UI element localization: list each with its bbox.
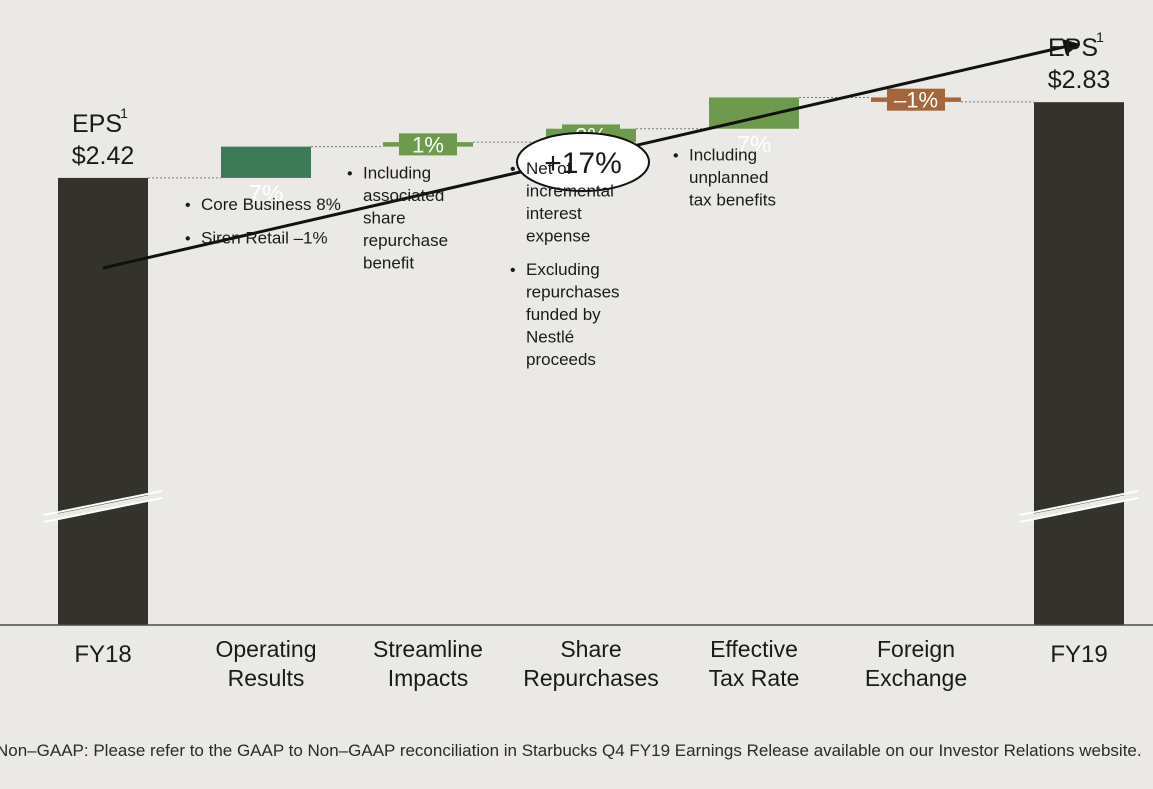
category-label: Share xyxy=(560,636,621,662)
note-text: Excluding xyxy=(526,260,600,279)
bar-fy19 xyxy=(1034,102,1124,625)
footnote: Non–GAAP: Please refer to the GAAP to No… xyxy=(0,741,1142,760)
category-label: Impacts xyxy=(388,665,469,691)
category-label-fy19: FY19 xyxy=(1050,641,1107,668)
note-text: associated xyxy=(363,186,444,205)
category-label: Repurchases xyxy=(523,665,659,691)
bar-value-label-foreign-exchange: –1% xyxy=(894,88,938,113)
category-label-fy18: FY18 xyxy=(74,641,131,668)
note-text: expense xyxy=(526,227,590,246)
axis-break-line xyxy=(43,490,163,516)
note-text: funded by xyxy=(526,305,601,324)
eps-label-fy19: EPS xyxy=(1048,34,1098,62)
eps-label-fy18: EPS xyxy=(72,110,122,138)
bar-value-label-operating-results: 7% xyxy=(249,181,284,208)
axis-break-line xyxy=(1019,490,1139,516)
axis-break-gap xyxy=(1019,492,1139,522)
note-text: interest xyxy=(526,204,582,223)
note-text: tax benefits xyxy=(689,191,776,210)
note-text: share xyxy=(363,209,406,228)
category-label: Effective xyxy=(710,636,798,662)
bar-label-plate-streamline-impacts xyxy=(399,133,457,156)
note-text: Nestlé xyxy=(526,328,574,347)
category-label: Operating xyxy=(215,636,316,662)
note-text: incremental xyxy=(526,182,614,201)
note-text: benefit xyxy=(363,254,414,273)
note-text: proceeds xyxy=(526,350,596,369)
bar-operating-results xyxy=(221,146,311,178)
category-label: Exchange xyxy=(865,665,967,691)
note-bullet: • xyxy=(347,166,353,183)
note-bullet: • xyxy=(673,148,679,165)
bar-value-label-streamline-impacts: 1% xyxy=(412,132,444,157)
eps-superscript-fy19: 1 xyxy=(1096,29,1104,45)
note-text: repurchase xyxy=(363,231,448,250)
growth-label-ellipse xyxy=(516,132,650,192)
bar-effective-tax-rate xyxy=(709,97,799,129)
eps-value-fy19: $2.83 xyxy=(1048,66,1111,94)
note-bullet: • xyxy=(510,161,516,178)
bar-label-plate-foreign-exchange xyxy=(887,88,945,111)
note-bullet: • xyxy=(185,230,191,247)
note-text: Including xyxy=(689,146,757,165)
note-text: Core Business 8% xyxy=(201,195,341,214)
note-text: Net of xyxy=(526,159,572,178)
growth-label: +17% xyxy=(544,147,622,180)
axis-break-line xyxy=(43,497,163,523)
axis-break-gap xyxy=(43,492,163,522)
category-label: Tax Rate xyxy=(709,665,800,691)
growth-arrow-head xyxy=(1062,39,1080,55)
note-text: unplanned xyxy=(689,168,768,187)
axis-break-line xyxy=(1019,497,1139,523)
note-bullet: • xyxy=(510,262,516,279)
eps-value-fy18: $2.42 xyxy=(72,142,135,170)
eps-superscript-fy18: 1 xyxy=(120,105,128,121)
bar-fy18 xyxy=(58,177,148,625)
category-label: Streamline xyxy=(373,636,483,662)
note-text: Siren Retail –1% xyxy=(201,228,328,247)
note-text: repurchases xyxy=(526,283,620,302)
category-label: Results xyxy=(228,665,305,691)
bar-value-label-effective-tax-rate: 7% xyxy=(737,131,772,158)
note-text: Including xyxy=(363,164,431,183)
note-bullet: • xyxy=(185,197,191,214)
category-label: Foreign xyxy=(877,636,955,662)
